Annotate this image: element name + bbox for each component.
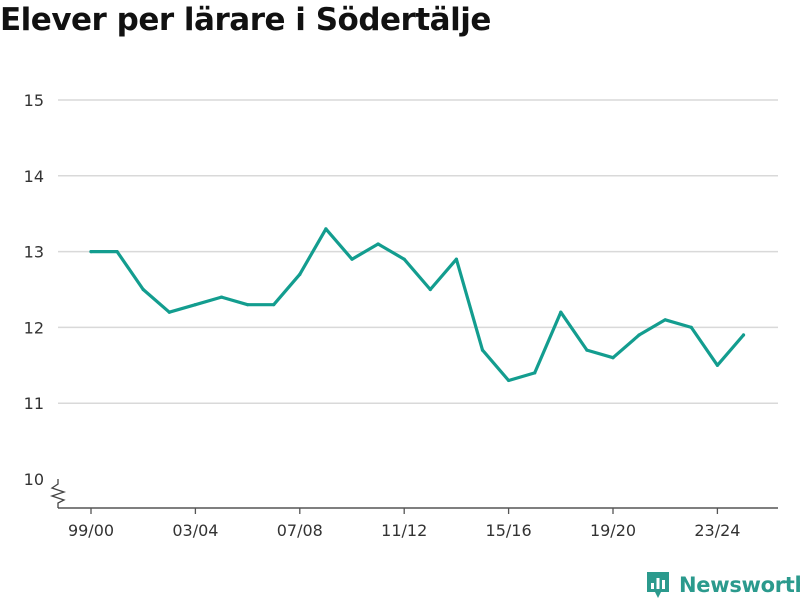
data-point xyxy=(324,227,328,231)
x-axis-labels: 99/00 03/04 07/08 11/12 15/16 19/20 23/24 xyxy=(68,521,741,540)
data-point xyxy=(298,272,302,276)
bar-chart-badge-icon xyxy=(647,572,669,598)
data-point xyxy=(115,250,119,254)
y-tick-label: 12 xyxy=(24,318,44,337)
y-tick-label: 11 xyxy=(24,394,44,413)
data-point xyxy=(507,378,511,383)
x-tick-label: 23/24 xyxy=(694,521,740,540)
data-point xyxy=(89,250,93,254)
data-point xyxy=(193,303,197,307)
brand-name: Newsworthy xyxy=(679,573,800,597)
y-tick-label: 13 xyxy=(24,243,44,262)
data-point xyxy=(689,325,693,329)
data-point xyxy=(480,348,485,352)
brand-logo: Newsworthy xyxy=(645,570,800,600)
data-point xyxy=(376,242,380,246)
data-point xyxy=(141,287,145,292)
y-axis-labels: 10 11 12 13 14 15 xyxy=(24,91,44,489)
x-tick-label: 03/04 xyxy=(172,521,218,540)
chart-title: Elever per lärare i Södertälje xyxy=(0,2,491,38)
data-point xyxy=(611,356,615,360)
x-tick-label: 07/08 xyxy=(277,521,323,540)
data-point xyxy=(715,363,720,367)
grid-lines xyxy=(58,99,778,404)
axis-break-icon xyxy=(49,479,67,508)
x-tick-label: 19/20 xyxy=(590,521,636,540)
data-point xyxy=(402,257,406,261)
data-point xyxy=(585,348,589,352)
series-line xyxy=(89,227,746,383)
data-point xyxy=(219,295,224,299)
data-point xyxy=(637,333,641,337)
data-point xyxy=(559,310,563,314)
axes xyxy=(49,479,778,514)
x-tick-label: 99/00 xyxy=(68,521,114,540)
y-tick-label: 15 xyxy=(24,91,44,110)
y-tick-label: 10 xyxy=(24,470,44,489)
data-point xyxy=(454,257,458,261)
data-point xyxy=(533,371,537,375)
x-tick-label: 15/16 xyxy=(486,521,532,540)
data-point xyxy=(741,333,746,337)
data-point xyxy=(272,303,276,307)
y-tick-label: 14 xyxy=(24,167,44,186)
x-tick-label: 11/12 xyxy=(381,521,427,540)
data-point xyxy=(246,303,250,307)
data-point xyxy=(663,318,667,322)
data-point xyxy=(428,287,432,292)
data-point xyxy=(167,310,171,314)
data-point xyxy=(350,257,354,261)
series-group xyxy=(89,227,746,383)
